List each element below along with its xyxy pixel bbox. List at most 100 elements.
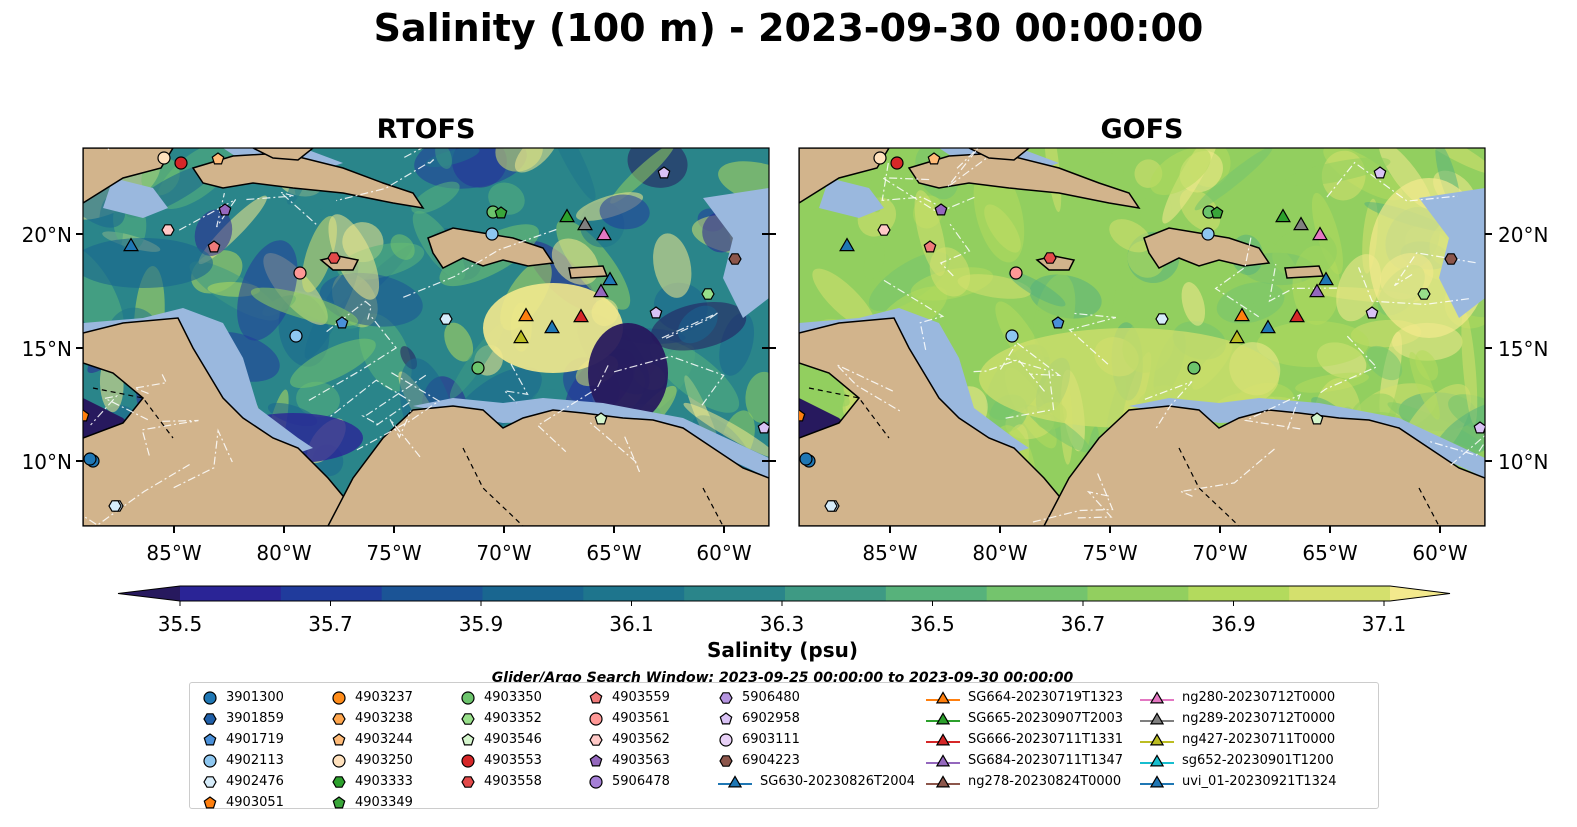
legend-marker: [461, 753, 475, 768]
legend-marker: [332, 775, 346, 788]
float-marker: [577, 216, 593, 231]
float-marker: [218, 203, 232, 216]
float-marker: [1009, 266, 1023, 280]
legend-label: 6904223: [742, 753, 800, 768]
legend-label: 4901719: [226, 732, 284, 747]
float-marker: [559, 208, 575, 223]
legend-label: SG684-20230711T1347: [968, 753, 1124, 768]
legend-label: 4903559: [612, 690, 670, 705]
float-marker: [1155, 313, 1169, 325]
legend-marker-icon: [719, 711, 733, 724]
legend-marker-icon: [926, 711, 960, 724]
legend-marker: [719, 754, 733, 767]
legend-marker: [935, 774, 951, 787]
legend-marker-icon: [926, 732, 960, 745]
legend-item: 4903558: [460, 771, 542, 792]
legend-item: SG684-20230711T1347: [926, 750, 1123, 771]
float-marker: [1260, 319, 1276, 334]
colorbar-segment: [1289, 586, 1391, 601]
legend-item: 5906478: [588, 771, 670, 792]
legend-label: 4903352: [484, 711, 542, 726]
legend-column: 5906480 6902958 6903111 6904223 SG630-202308…: [718, 687, 915, 792]
legend-item: SG665-20230907T2003: [926, 708, 1123, 729]
float-marker: [1293, 216, 1309, 231]
legend-label: 4903561: [612, 711, 670, 726]
legend-item: 4903563: [588, 750, 670, 771]
legend-label: 5906478: [612, 774, 670, 789]
legend-marker: [461, 690, 475, 705]
legend-marker: [935, 753, 951, 766]
float-marker: [485, 227, 499, 241]
float-marker: [1289, 308, 1305, 323]
legend-item: 4903051: [202, 792, 284, 813]
legend-item: 3901300: [202, 687, 284, 708]
legend-marker-icon: [926, 753, 960, 766]
legend-marker-icon: [332, 690, 346, 705]
legend-label: ng427-20230711T0000: [1182, 732, 1336, 747]
legend-marker: [589, 690, 603, 703]
panel-title-gofs: GOFS: [1100, 114, 1184, 145]
float-marker: [108, 500, 122, 512]
legend-item: 4903244: [331, 729, 413, 750]
float-marker: [799, 409, 806, 422]
legend-marker-icon: [203, 795, 217, 808]
lat-label-right: 10°N: [1498, 450, 1548, 474]
legend-marker-icon: [718, 774, 752, 787]
float-marker: [799, 452, 813, 466]
legend-label: 4903244: [355, 732, 413, 747]
legend-item: 5906480: [718, 687, 915, 708]
legend-label: 6902958: [742, 711, 800, 726]
legend-column: 4903350 4903352 4903546 4903553 4903558: [460, 687, 542, 792]
float-marker: [327, 252, 341, 264]
legend-marker: [1149, 732, 1165, 745]
float-marker: [83, 452, 97, 466]
lat-label-left: 10°N: [22, 450, 72, 474]
legend-marker-icon: [926, 690, 960, 703]
legend-marker-icon: [589, 733, 603, 746]
legend-marker: [589, 753, 603, 766]
float-marker: [494, 206, 508, 219]
legend-item: 4901719: [202, 729, 284, 750]
lon-label: 70°W: [476, 541, 531, 565]
legend-marker: [719, 711, 733, 724]
float-marker: [83, 409, 90, 422]
colorbar-segment: [583, 586, 685, 601]
colorbar-tick: 35.9: [459, 612, 504, 636]
legend-marker-icon: [1140, 690, 1174, 703]
lat-label-left: 15°N: [22, 337, 72, 361]
float-marker: [1187, 361, 1201, 375]
float-marker: [1310, 412, 1324, 425]
legend-marker: [203, 795, 217, 808]
legend-marker-icon: [332, 775, 346, 788]
colorbar-tick: 35.7: [308, 612, 353, 636]
legend-item: 4903350: [460, 687, 542, 708]
float-marker: [927, 152, 941, 165]
legend-marker: [461, 732, 475, 745]
legend-item: SG666-20230711T1331: [926, 729, 1123, 750]
legend-item: 4903352: [460, 708, 542, 729]
legend-label: SG664-20230719T1323: [968, 690, 1124, 705]
legend-label: 4903237: [355, 690, 413, 705]
float-marker: [439, 313, 453, 325]
legend-item: uvi_01-20230921T1324: [1140, 771, 1336, 792]
legend-label: 4903051: [226, 795, 284, 810]
legend-item: 4902113: [202, 750, 284, 771]
float-marker: [596, 226, 612, 241]
legend-marker: [589, 733, 603, 746]
lat-label-left: 20°N: [22, 223, 72, 247]
legend-label: sg652-20230901T1200: [1182, 753, 1334, 768]
float-marker: [1373, 166, 1387, 179]
legend-label: 4903250: [355, 753, 413, 768]
colorbar-extend-high: [1390, 586, 1450, 601]
legend-marker-icon: [589, 753, 603, 766]
lon-label: 65°W: [586, 541, 641, 565]
legend-label: 4903333: [355, 774, 413, 789]
legend-marker: [589, 774, 603, 789]
colorbar-segment: [684, 586, 786, 601]
legend-label: 4903546: [484, 732, 542, 747]
legend-item: ng278-20230824T0000: [926, 771, 1123, 792]
legend-item: 6904223: [718, 750, 915, 771]
legend-item: 6903111: [718, 729, 915, 750]
legend-marker-icon: [203, 732, 217, 745]
legend-marker-icon: [461, 753, 475, 768]
